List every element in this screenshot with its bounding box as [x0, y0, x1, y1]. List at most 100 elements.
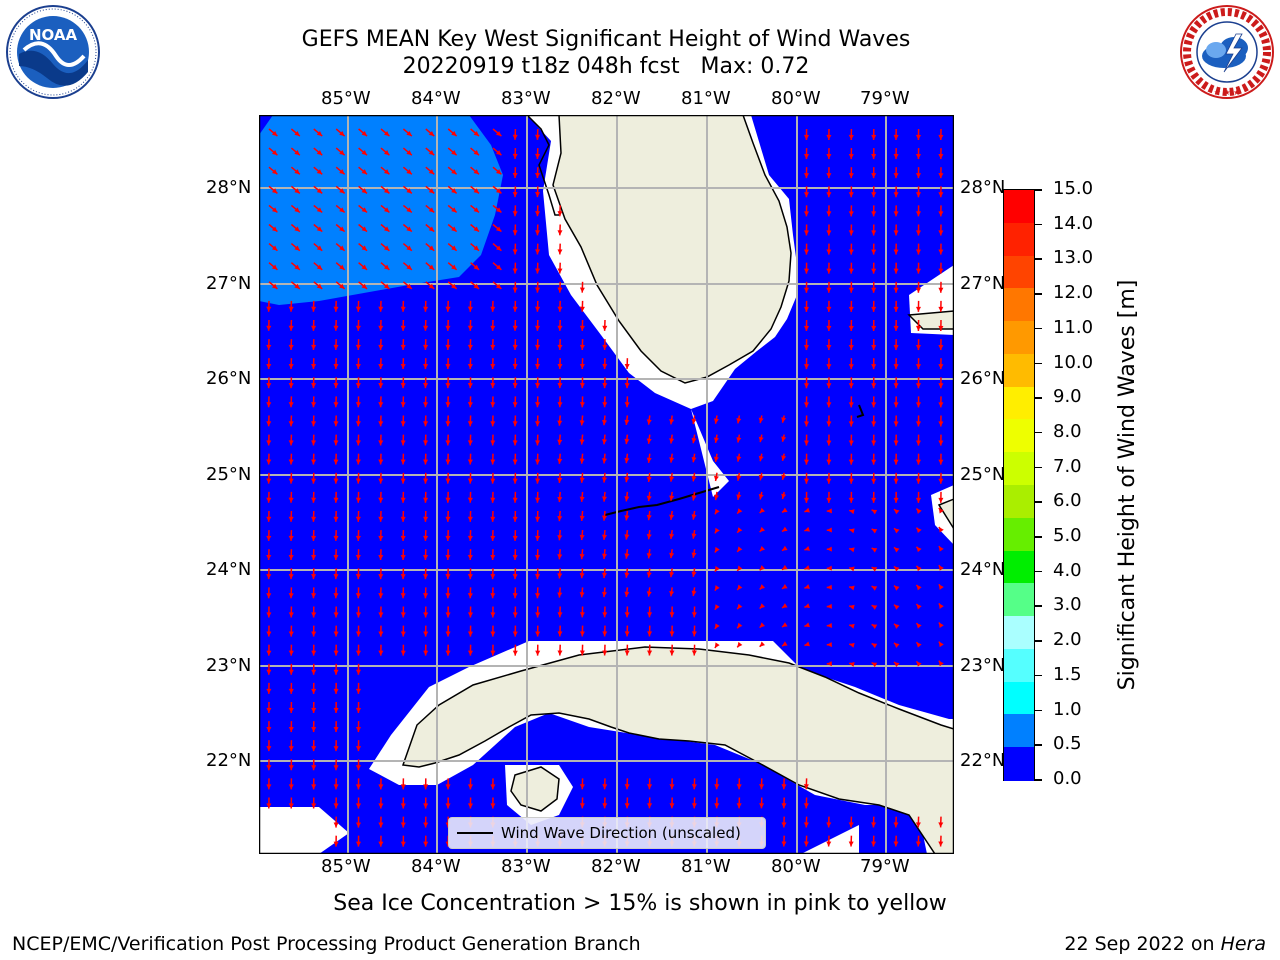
wave-direction-arrowhead	[624, 631, 630, 637]
wind-wave-direction-arrows	[266, 128, 944, 847]
lon-tick-bottom: 82°W	[591, 856, 641, 877]
wave-direction-arrowhead	[624, 363, 630, 370]
wave-direction-arrowhead	[355, 440, 361, 446]
wave-direction-arrowhead	[490, 631, 496, 637]
wave-direction-arrowhead	[646, 591, 652, 597]
wave-direction-arrowhead	[894, 509, 900, 515]
wave-direction-arrowhead	[333, 746, 339, 752]
wave-direction-arrowhead	[512, 535, 518, 541]
wave-direction-arrowhead	[826, 527, 832, 533]
wave-direction-arrowhead	[579, 477, 585, 483]
wave-direction-arrowhead	[826, 402, 832, 408]
wave-direction-arrowhead	[316, 130, 323, 137]
wave-direction-arrowhead	[624, 534, 630, 540]
wave-direction-arrowhead	[938, 402, 944, 408]
wave-direction-arrowhead	[288, 402, 294, 408]
wave-direction-arrowhead	[579, 402, 585, 408]
wave-direction-arrowhead	[826, 508, 832, 514]
wave-direction-arrowhead	[893, 287, 899, 293]
wave-direction-arrowhead	[288, 727, 294, 733]
wave-direction-arrowhead	[826, 440, 832, 446]
wave-direction-arrowhead	[355, 497, 361, 503]
wave-direction-arrowhead	[311, 440, 317, 446]
colorbar-segment	[1004, 517, 1034, 552]
wave-direction-arrowhead	[512, 631, 518, 637]
wave-direction-arrowhead	[512, 402, 518, 408]
wave-direction-arrowhead	[495, 226, 502, 232]
wave-direction-arrowhead	[803, 345, 809, 351]
wave-direction-arrowhead	[602, 325, 608, 331]
wave-direction-arrowhead	[288, 554, 294, 561]
wave-direction-arrowhead	[602, 515, 607, 521]
wave-direction-arrowhead	[803, 173, 809, 179]
wave-direction-arrowhead	[355, 402, 361, 408]
svg-text:★ ★ ★: ★ ★ ★	[1214, 88, 1241, 97]
wave-direction-arrowhead	[915, 192, 921, 198]
colorbar-tick-label: 15.0	[1053, 178, 1094, 199]
wave-direction-arrowhead	[691, 495, 697, 501]
wave-direction-arrowhead	[378, 535, 384, 541]
wave-direction-arrowhead	[938, 268, 944, 274]
wave-band-0-5-1-0	[259, 115, 503, 305]
wave-direction-arrowhead	[378, 631, 384, 637]
wave-direction-arrowhead	[271, 207, 278, 213]
wave-direction-arrowhead	[871, 211, 877, 217]
wave-direction-arrowhead	[490, 784, 496, 790]
wave-direction-arrowhead	[423, 363, 429, 370]
wave-direction-arrowhead	[646, 572, 652, 578]
wave-direction-arrowhead	[266, 803, 272, 809]
wave-direction-arrowhead	[355, 688, 361, 694]
wave-direction-arrowhead	[893, 230, 899, 236]
wave-direction-arrowhead	[311, 402, 317, 408]
map-panel	[259, 115, 954, 854]
wave-direction-arrowhead	[490, 535, 496, 541]
wave-direction-arrowhead	[871, 383, 877, 389]
wave-direction-arrowhead	[316, 188, 323, 194]
wave-direction-arrowhead	[579, 344, 585, 350]
wave-direction-arrowhead	[714, 642, 720, 648]
wave-direction-arrowhead	[759, 507, 765, 514]
wave-direction-arrowhead	[938, 364, 944, 370]
wave-direction-arrowhead	[557, 592, 563, 598]
wave-direction-arrowhead	[311, 669, 317, 675]
wave-direction-arrowhead	[535, 535, 541, 541]
wave-direction-arrowhead	[383, 245, 390, 251]
wave-direction-arrowhead	[624, 496, 630, 502]
wave-direction-arrowhead	[355, 784, 361, 790]
wave-direction-arrowhead	[579, 306, 585, 312]
wave-direction-arrowhead	[423, 593, 429, 599]
colorbar-tick-label: 5.0	[1053, 525, 1082, 547]
wave-direction-arrowhead	[271, 188, 278, 194]
wave-direction-arrowhead	[714, 566, 720, 572]
wave-direction-arrowhead	[826, 421, 832, 427]
lon-tick-bottom: 85°W	[321, 856, 371, 877]
wave-direction-arrowhead	[288, 669, 294, 675]
sea-ice-note: Sea Ice Concentration > 15% is shown in …	[333, 891, 947, 916]
wave-direction-arrowhead	[894, 585, 900, 591]
wave-direction-arrowhead	[400, 784, 406, 790]
wave-direction-arrowhead	[759, 803, 765, 809]
colorbar-segment	[1004, 419, 1034, 454]
wave-direction-arrowhead	[915, 249, 921, 255]
wave-direction-arrowhead	[646, 419, 652, 425]
wave-direction-arrowhead	[646, 534, 652, 540]
wave-direction-arrowhead	[826, 459, 832, 465]
wave-direction-arrowhead	[311, 421, 317, 427]
wave-direction-arrowhead	[383, 130, 390, 137]
wave-direction-arrowhead	[535, 593, 541, 599]
wave-direction-arrowhead	[647, 631, 653, 637]
wave-direction-arrowhead	[691, 476, 697, 482]
wave-direction-arrowhead	[803, 134, 809, 140]
wave-direction-arrowhead	[849, 662, 855, 667]
colorbar-tick-label: 3.0	[1053, 594, 1082, 616]
wave-direction-arrowhead	[646, 553, 652, 559]
wave-direction-arrowhead	[361, 188, 368, 194]
wave-direction-arrowhead	[490, 325, 496, 331]
wave-direction-arrowhead	[361, 130, 368, 137]
wave-direction-arrowhead	[938, 345, 944, 351]
wave-direction-arrowhead	[355, 421, 361, 427]
colorbar-tick-label: 4.0	[1053, 559, 1082, 581]
wave-direction-arrowhead	[266, 535, 272, 541]
wave-direction-arrowhead	[378, 803, 384, 809]
wave-direction-arrowhead	[647, 784, 653, 790]
